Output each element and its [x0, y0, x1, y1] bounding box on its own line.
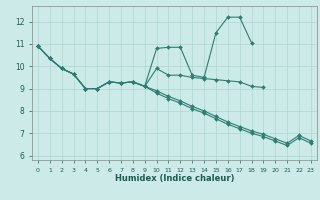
X-axis label: Humidex (Indice chaleur): Humidex (Indice chaleur) — [115, 174, 234, 183]
